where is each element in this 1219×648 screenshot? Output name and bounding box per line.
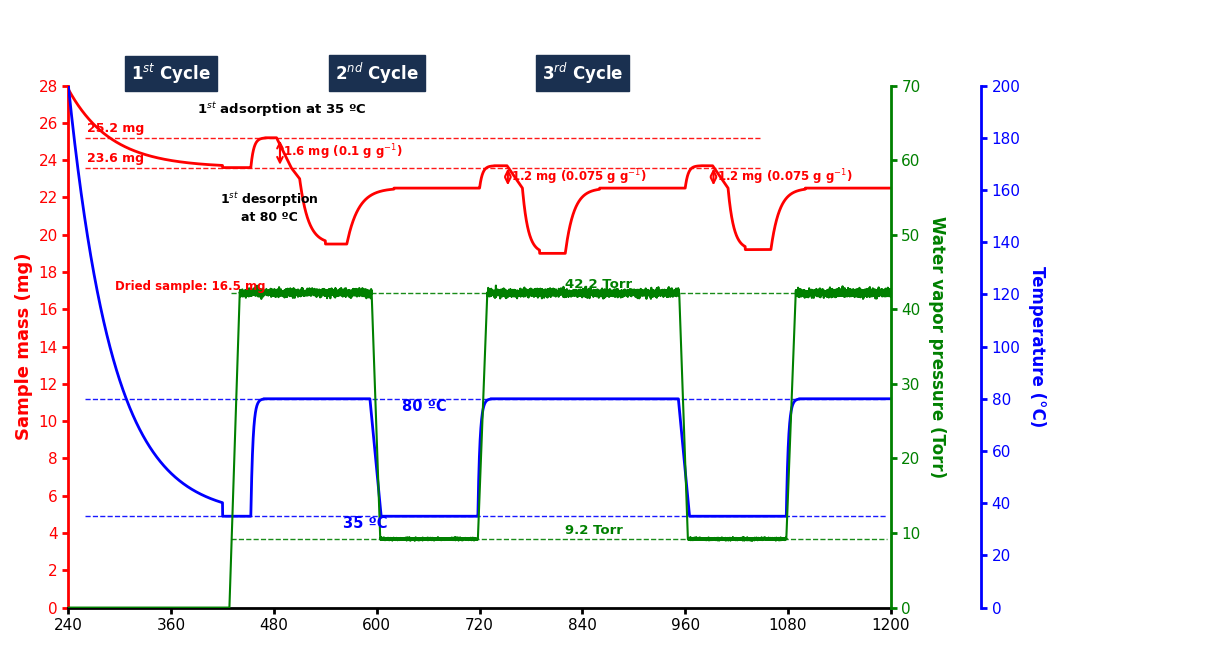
Y-axis label: Sample mass (mg): Sample mass (mg) — [15, 253, 33, 441]
Y-axis label: Water vapor pressure (Torr): Water vapor pressure (Torr) — [928, 216, 946, 478]
Text: 1$^{st}$ Cycle: 1$^{st}$ Cycle — [132, 62, 211, 86]
Text: 35 ºC: 35 ºC — [343, 516, 386, 531]
Text: 3$^{rd}$ Cycle: 3$^{rd}$ Cycle — [541, 60, 623, 86]
Text: 1.2 mg (0.075 g g$^{-1}$): 1.2 mg (0.075 g g$^{-1}$) — [717, 167, 852, 187]
Y-axis label: Temperature (°C): Temperature (°C) — [1028, 266, 1046, 427]
Text: 80 ºC: 80 ºC — [402, 399, 447, 414]
Text: 1$^{st}$ adsorption at 35 ºC: 1$^{st}$ adsorption at 35 ºC — [196, 100, 367, 119]
Text: 2$^{nd}$ Cycle: 2$^{nd}$ Cycle — [335, 60, 419, 86]
Text: 23.6 mg: 23.6 mg — [88, 152, 144, 165]
Text: 42.2 Torr: 42.2 Torr — [566, 278, 633, 291]
Text: 25.2 mg: 25.2 mg — [88, 122, 144, 135]
Text: 1.6 mg (0.1 g g$^{-1}$): 1.6 mg (0.1 g g$^{-1}$) — [283, 143, 403, 163]
Text: Dried sample: 16.5 mg: Dried sample: 16.5 mg — [116, 281, 266, 294]
Text: 9.2 Torr: 9.2 Torr — [566, 524, 623, 537]
Text: 1$^{st}$ desorption
at 80 ºC: 1$^{st}$ desorption at 80 ºC — [221, 190, 319, 224]
Text: 1.2 mg (0.075 g g$^{-1}$): 1.2 mg (0.075 g g$^{-1}$) — [511, 167, 647, 187]
